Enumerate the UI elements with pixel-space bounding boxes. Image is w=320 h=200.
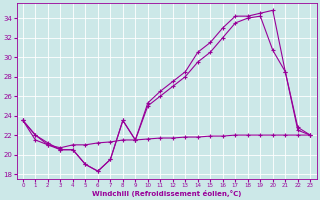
X-axis label: Windchill (Refroidissement éolien,°C): Windchill (Refroidissement éolien,°C) [92,190,241,197]
